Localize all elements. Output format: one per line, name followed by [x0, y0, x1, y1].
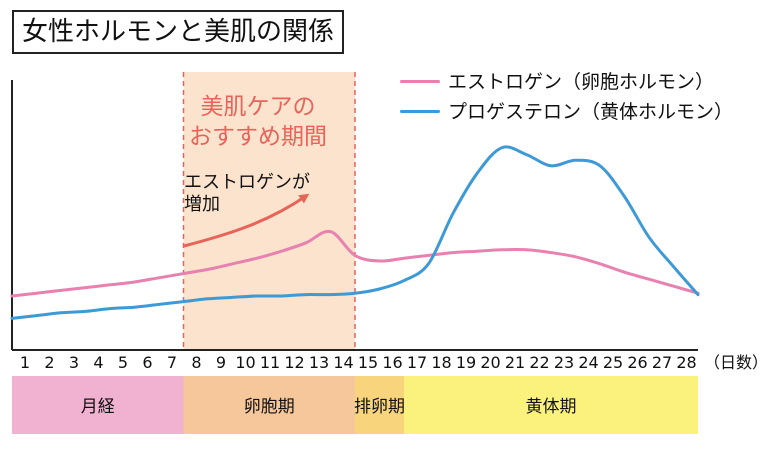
estrogen-increase-arrow	[183, 193, 310, 248]
x-tick-label: 20	[480, 353, 500, 372]
phase-band	[355, 376, 404, 434]
recommended-period-label: 美肌ケアの おすすめ期間	[172, 92, 344, 152]
x-tick-label: 1	[20, 353, 30, 372]
x-tick-label: 3	[69, 353, 79, 372]
progesterone-swatch	[400, 110, 440, 113]
x-tick-label: 24	[578, 353, 598, 372]
recommended-period-line2: おすすめ期間	[189, 124, 327, 150]
series-line-progesterone	[10, 145, 700, 320]
x-tick-label: 5	[118, 353, 128, 372]
phase-band	[404, 376, 698, 434]
x-tick-label: 9	[216, 353, 226, 372]
phase-label: 卵胞期	[244, 397, 295, 417]
series-line-estrogen	[10, 229, 700, 298]
x-tick-label: 26	[627, 353, 647, 372]
x-axis-label: （日数）	[704, 353, 760, 372]
x-tick-label: 28	[676, 353, 696, 372]
chart-title: 女性ホルモンと美肌の関係	[12, 10, 345, 54]
x-tick-label: 11	[260, 353, 280, 372]
recommended-period-line1: 美肌ケアの	[200, 94, 316, 120]
estrogen-note-line2: 増加	[184, 194, 220, 215]
x-tick-label: 27	[652, 353, 672, 372]
estrogen-swatch	[400, 80, 440, 83]
x-tick-label: 10	[235, 353, 255, 372]
phase-label: 排卵期	[354, 397, 405, 417]
x-tick-label: 6	[142, 353, 152, 372]
phase-band	[183, 376, 355, 434]
x-tick-label: 13	[309, 353, 329, 372]
x-tick-label: 8	[191, 353, 201, 372]
x-tick-label: 22	[529, 353, 549, 372]
phase-label: 月経	[81, 397, 115, 417]
phase-band	[12, 376, 184, 434]
x-tick-label: 16	[382, 353, 402, 372]
x-tick-label: 17	[407, 353, 427, 372]
x-tick-label: 18	[431, 353, 451, 372]
x-tick-label: 21	[505, 353, 525, 372]
estrogen-note-line1: エストロゲンが	[184, 172, 310, 193]
x-tick-label: 4	[93, 353, 103, 372]
estrogen-increase-note: エストロゲンが 増加	[184, 172, 310, 216]
x-tick-label: 25	[603, 353, 623, 372]
recommended-period-band	[183, 72, 355, 350]
x-tick-label: 15	[358, 353, 378, 372]
phase-label: 黄体期	[526, 397, 577, 417]
x-tick-label: 14	[333, 353, 353, 372]
x-tick-label: 23	[554, 353, 574, 372]
x-tick-label: 7	[167, 353, 177, 372]
x-tick-label: 12	[284, 353, 304, 372]
x-tick-label: 19	[456, 353, 476, 372]
legend-label: プロゲステロン（黄体ホルモン）	[448, 101, 734, 123]
legend-label: エストロゲン（卵胞ホルモン）	[448, 71, 715, 93]
x-tick-label: 2	[44, 353, 54, 372]
